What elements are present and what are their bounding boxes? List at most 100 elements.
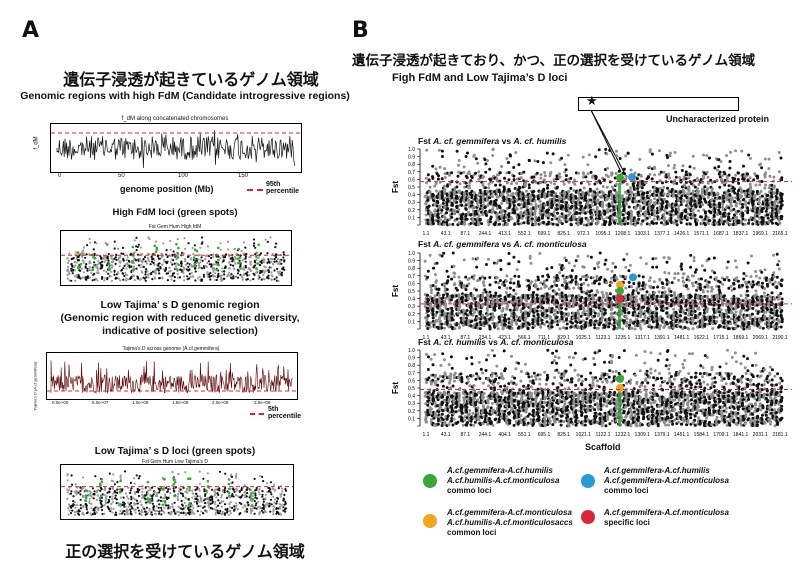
data-point	[716, 213, 720, 217]
data-point	[443, 192, 447, 196]
data-point	[549, 161, 553, 165]
data-point	[227, 248, 230, 251]
data-point	[533, 212, 537, 216]
data-point	[576, 223, 580, 227]
green-locus-point	[79, 262, 83, 266]
data-point	[598, 202, 602, 206]
data-point	[542, 178, 546, 182]
data-point	[723, 191, 726, 195]
data-point	[728, 166, 732, 170]
data-point	[553, 215, 557, 218]
data-point	[774, 221, 778, 225]
data-point	[464, 288, 468, 292]
data-point	[491, 154, 495, 157]
data-point	[429, 291, 433, 295]
data-point	[117, 272, 120, 275]
data-point	[427, 204, 431, 208]
data-point	[283, 268, 286, 271]
data-point	[182, 507, 185, 510]
data-point	[431, 284, 435, 287]
green-locus-point	[238, 261, 242, 264]
data-point	[238, 513, 241, 516]
data-point	[102, 269, 106, 272]
data-point	[115, 258, 118, 261]
data-point	[259, 506, 262, 510]
data-point	[165, 496, 168, 499]
data-point	[137, 243, 140, 246]
data-point	[66, 491, 69, 494]
data-point	[446, 184, 449, 188]
data-point	[221, 267, 224, 270]
data-point	[476, 201, 479, 205]
data-point	[458, 305, 462, 309]
data-point	[438, 165, 442, 169]
data-point	[83, 276, 86, 279]
data-point	[443, 218, 447, 222]
data-point	[221, 512, 224, 515]
data-point	[541, 214, 545, 218]
data-point	[578, 211, 582, 215]
data-point	[180, 260, 183, 263]
data-point	[200, 497, 203, 500]
data-point	[445, 211, 449, 215]
green-locus-point	[193, 258, 197, 261]
data-point	[183, 279, 186, 282]
data-point	[219, 257, 222, 260]
data-point	[189, 263, 192, 266]
data-point	[140, 504, 143, 507]
data-point	[223, 270, 226, 273]
data-point	[164, 268, 167, 271]
data-point	[276, 267, 279, 270]
data-point	[117, 277, 120, 280]
data-point	[176, 276, 180, 279]
tajima-plot	[46, 352, 298, 400]
data-point	[264, 269, 267, 272]
data-point	[113, 240, 116, 243]
data-point	[512, 166, 516, 169]
data-point	[68, 279, 71, 282]
data-point	[199, 261, 202, 264]
data-point	[716, 193, 720, 197]
x-tick-label: 825.1	[557, 231, 570, 237]
data-point	[719, 160, 723, 163]
data-point	[210, 488, 214, 491]
data-point	[159, 496, 162, 499]
data-point	[66, 488, 69, 491]
data-point	[611, 218, 615, 222]
data-point	[81, 476, 85, 479]
data-point	[200, 500, 203, 503]
data-point	[648, 194, 652, 198]
data-point	[697, 209, 700, 213]
green-locus-point	[105, 243, 109, 246]
data-point	[180, 499, 183, 503]
data-point	[91, 279, 94, 282]
data-point	[185, 487, 188, 491]
data-point	[632, 186, 636, 190]
data-point	[119, 476, 122, 479]
data-point	[458, 182, 462, 186]
data-point	[103, 512, 106, 515]
data-point	[233, 267, 236, 270]
data-point	[688, 165, 692, 169]
data-point	[198, 489, 201, 492]
data-point	[424, 202, 428, 206]
data-point	[482, 203, 486, 207]
data-point	[95, 498, 99, 501]
green-locus-point	[153, 244, 157, 248]
data-point	[67, 513, 70, 516]
data-point	[668, 176, 672, 180]
data-point	[119, 474, 122, 477]
data-point	[127, 497, 130, 500]
data-point	[282, 497, 285, 500]
data-point	[258, 493, 261, 496]
data-point	[156, 255, 160, 258]
data-point	[234, 275, 237, 278]
data-point	[434, 167, 438, 171]
data-point	[500, 209, 503, 213]
data-point	[105, 495, 108, 498]
data-point	[431, 194, 435, 198]
data-point	[443, 315, 447, 319]
data-point	[99, 261, 102, 264]
data-point	[717, 201, 721, 205]
green-locus-point	[249, 497, 253, 500]
